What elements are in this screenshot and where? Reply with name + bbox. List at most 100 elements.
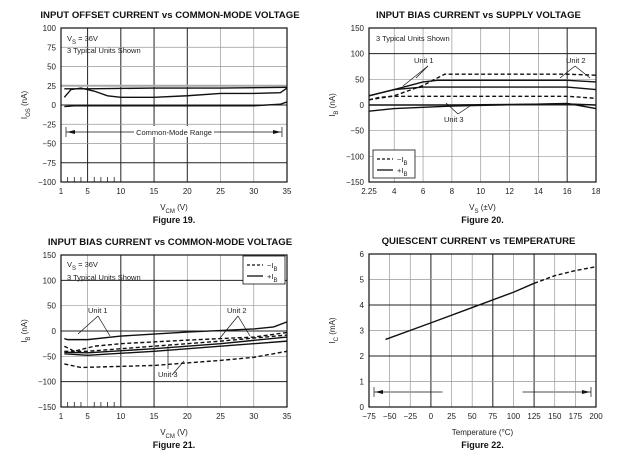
x-tick-label: 18 xyxy=(592,187,601,196)
chart-title: QUIESCENT CURRENT vs TEMPERATURE xyxy=(382,236,576,247)
x-tick-label: 5 xyxy=(85,412,90,421)
x-tick-label: 50 xyxy=(468,412,477,421)
common-mode-range-label: Common-Mode Range xyxy=(136,128,212,137)
label-subscript: B xyxy=(403,172,407,178)
x-tick-label: −25 xyxy=(403,412,417,421)
label-main: +I xyxy=(397,166,403,175)
label-main: 3 Typical Units Shown xyxy=(67,46,141,55)
series-line-unit-1-ib xyxy=(64,321,288,341)
label-subscript: B xyxy=(403,161,407,167)
annotation-arrow xyxy=(445,102,459,115)
label-rest: (nA) xyxy=(20,91,29,109)
label-rest: = 36V xyxy=(76,34,98,43)
x-axis-label: Temperature (°C) xyxy=(452,428,514,437)
x-tick-label: 35 xyxy=(283,187,292,196)
figure-caption: Figure 21. xyxy=(153,440,196,450)
chart-figure-4: QUIESCENT CURRENT vs TEMPERATURE6543210−… xyxy=(328,236,603,450)
y-axis-label: IB (nA) xyxy=(20,319,32,343)
y-tick-label: 2 xyxy=(360,352,365,361)
label-subscript: OS xyxy=(26,108,32,117)
x-tick-label: 25 xyxy=(216,187,225,196)
label-rest: (V) xyxy=(175,428,188,437)
y-tick-label: 1 xyxy=(360,378,365,387)
x-axis-label: VS (±V) xyxy=(469,203,496,215)
label-subscript: C xyxy=(334,336,340,341)
y-tick-label: 100 xyxy=(43,276,57,285)
plot-frame xyxy=(60,254,288,408)
annotation-arrow xyxy=(574,65,591,79)
x-tick-label: 150 xyxy=(548,412,562,421)
x-tick-label: 14 xyxy=(534,187,543,196)
y-tick-label: −150 xyxy=(38,403,57,412)
y-tick-label: 25 xyxy=(47,82,56,91)
y-tick-label: −100 xyxy=(346,152,365,161)
legend-box xyxy=(372,149,416,179)
label-main: V xyxy=(67,260,72,269)
chart-figure-3: INPUT BIAS CURRENT vs COMMON-MODE VOLTAG… xyxy=(20,237,293,450)
annotation-label: Unit 3 xyxy=(444,115,464,124)
x-tick-label: 2.25 xyxy=(361,187,377,196)
label-main: −I xyxy=(267,261,273,270)
legend-box xyxy=(242,255,286,285)
label-subscript: B xyxy=(26,337,32,341)
x-tick-label: 12 xyxy=(505,187,514,196)
y-tick-label: 100 xyxy=(43,24,57,33)
chart-title: INPUT BIAS CURRENT vs COMMON-MODE VOLTAG… xyxy=(48,237,293,248)
label-subscript: S xyxy=(72,266,76,272)
range-label-bg xyxy=(442,386,523,397)
series-line-unit-1-ib xyxy=(368,79,597,97)
x-tick-label: 25 xyxy=(216,412,225,421)
annotation-arrow xyxy=(402,65,429,87)
x-tick-label: 200 xyxy=(589,412,603,421)
y-tick-label: 5 xyxy=(360,276,365,285)
y-tick-label: 0 xyxy=(360,101,365,110)
series-line-measured xyxy=(385,282,535,341)
y-tick-label: 50 xyxy=(47,302,56,311)
x-tick-label: 30 xyxy=(249,187,258,196)
chart-note: VS = 36V xyxy=(67,34,98,46)
x-tick-label: 175 xyxy=(569,412,583,421)
label-main: V xyxy=(67,34,72,43)
range-label-bg xyxy=(134,126,214,137)
x-tick-label: 6 xyxy=(421,187,426,196)
label-rest: (mA) xyxy=(328,317,337,337)
annotation-label: Unit 3 xyxy=(158,370,178,379)
x-tick-label: 30 xyxy=(249,412,258,421)
y-tick-label: 4 xyxy=(360,301,365,310)
x-tick-label: 125 xyxy=(527,412,541,421)
annotation-label: Unit 2 xyxy=(566,56,586,65)
y-tick-label: 100 xyxy=(351,50,365,59)
legend-label: −IB xyxy=(267,261,277,273)
label-main: I xyxy=(328,115,337,117)
label-main: 3 Typical Units Shown xyxy=(376,34,450,43)
annotation-arrow xyxy=(219,315,239,339)
label-main: I xyxy=(20,341,29,343)
annotation-label: Unit 2 xyxy=(227,306,247,315)
x-tick-label: 35 xyxy=(283,412,292,421)
y-axis-label: IOS (nA) xyxy=(20,91,32,120)
x-tick-label: 10 xyxy=(116,187,125,196)
chart-title: INPUT BIAS CURRENT vs SUPPLY VOLTAGE xyxy=(376,10,581,21)
y-tick-label: 0 xyxy=(52,101,57,110)
series-line-unit-2-ib xyxy=(368,95,597,101)
label-main: −I xyxy=(397,155,403,164)
y-tick-label: 6 xyxy=(360,250,365,259)
y-axis-label: IB (nA) xyxy=(328,93,340,117)
y-tick-label: −50 xyxy=(42,140,56,149)
annotation-arrow xyxy=(457,105,471,115)
figure-caption: Figure 20. xyxy=(461,215,504,225)
y-tick-label: 3 xyxy=(360,327,365,336)
x-tick-label: 75 xyxy=(488,412,497,421)
annotation-arrow xyxy=(97,315,111,337)
x-tick-label: −75 xyxy=(362,412,376,421)
annotation-arrow xyxy=(171,360,185,376)
plot-frame xyxy=(60,27,288,183)
label-subscript: S xyxy=(475,209,479,215)
y-tick-label: −150 xyxy=(346,178,365,187)
annotation-arrow xyxy=(237,315,251,337)
y-tick-label: −50 xyxy=(350,127,364,136)
chart-figure-1: INPUT OFFSET CURRENT vs COMMON-MODE VOLT… xyxy=(20,10,300,225)
label-main: 3 Typical Units Shown xyxy=(67,273,141,282)
x-tick-label: 8 xyxy=(450,187,455,196)
